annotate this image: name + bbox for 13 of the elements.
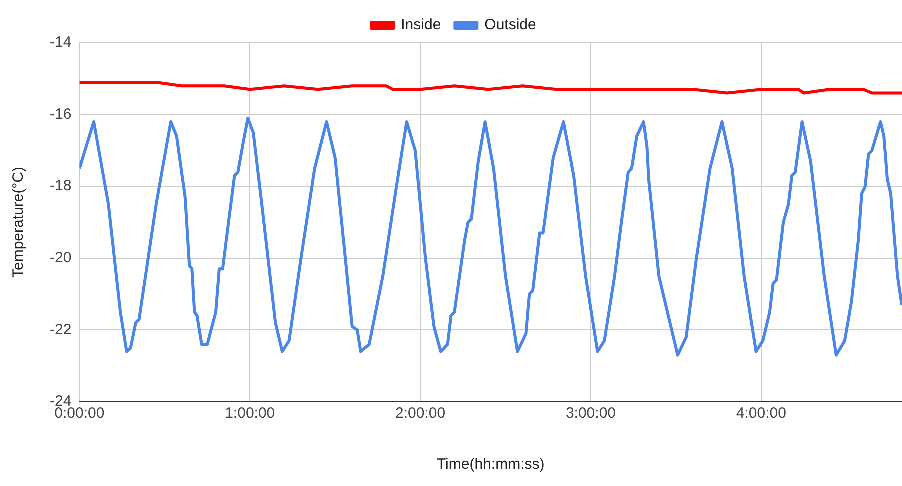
legend-label: Outside (484, 16, 536, 34)
x-tick-label: 4:00:00 (736, 405, 786, 422)
y-axis-title: Temperature(°C) (10, 166, 28, 278)
y-tick-label: -22 (50, 321, 72, 338)
y-tick-label: -16 (50, 106, 72, 123)
y-tick-label: -20 (50, 250, 72, 267)
x-tick-label: 2:00:00 (396, 405, 446, 422)
x-tick-label: 1:00:00 (225, 405, 276, 422)
x-tick-label: 3:00:00 (566, 405, 616, 422)
x-axis-title: Time(hh:mm:ss) (436, 456, 545, 474)
y-tick-label: -14 (50, 34, 72, 52)
y-tick-label: -18 (50, 178, 72, 195)
legend-label: Inside (401, 16, 442, 34)
